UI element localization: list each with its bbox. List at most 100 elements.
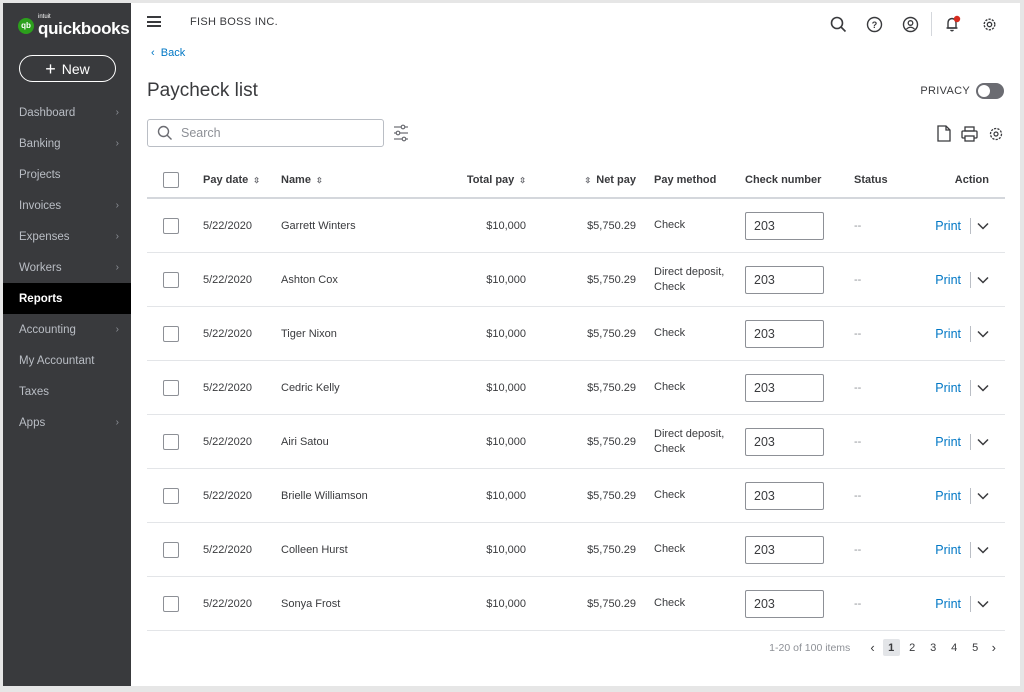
cell-total-pay: $10,000	[486, 381, 526, 394]
row-checkbox[interactable]	[163, 433, 179, 450]
cell-pay-method: Direct deposit, Check	[654, 265, 725, 293]
notifications-icon[interactable]	[944, 15, 962, 33]
sidebar-item-workers[interactable]: Workers ›	[3, 252, 131, 283]
print-link[interactable]: Print	[935, 434, 961, 449]
sidebar-item-projects[interactable]: Projects	[3, 159, 131, 190]
chevron-down-icon[interactable]	[977, 438, 989, 446]
check-number-input[interactable]	[745, 211, 824, 240]
search-icon[interactable]	[829, 15, 847, 33]
check-number-input[interactable]	[745, 427, 824, 456]
sidebar-item-banking[interactable]: Banking ›	[3, 128, 131, 159]
back-link[interactable]: ‹ Back	[151, 47, 185, 59]
table-settings-icon[interactable]	[988, 126, 1004, 142]
page-3-button[interactable]: 3	[930, 641, 937, 654]
sidebar-nav: Dashboard › Banking › Projects Invoices › Expen…	[3, 97, 131, 438]
page-5-button[interactable]: 5	[972, 641, 979, 654]
cell-pay-method: Check	[654, 489, 686, 502]
chevron-right-icon[interactable]: ›	[991, 640, 996, 655]
header-pay-date[interactable]: Pay date ⇳	[203, 174, 260, 186]
header-net-pay[interactable]: ⇳ Net pay	[584, 174, 636, 186]
cell-status: --	[854, 489, 862, 502]
page-2-button[interactable]: 2	[909, 641, 916, 654]
chevron-down-icon[interactable]	[977, 330, 989, 338]
cell-pay-date: 5/22/2020	[203, 381, 252, 394]
new-button[interactable]: + New	[19, 55, 116, 82]
print-link[interactable]: Print	[935, 380, 961, 395]
print-link[interactable]: Print	[935, 326, 961, 341]
menu-icon[interactable]	[147, 16, 161, 27]
print-link[interactable]: Print	[935, 218, 961, 233]
check-number-input[interactable]	[745, 319, 824, 348]
print-link[interactable]: Print	[935, 488, 961, 503]
action-divider	[970, 379, 971, 396]
pagination-range: 1-20 of 100 items	[769, 641, 851, 654]
sidebar-item-invoices[interactable]: Invoices ›	[3, 190, 131, 221]
search-input[interactable]	[181, 126, 371, 140]
sidebar-item-my-accountant[interactable]: My Accountant	[3, 345, 131, 376]
cell-total-pay: $10,000	[486, 597, 526, 610]
chevron-right-icon: ›	[115, 417, 119, 428]
table-header: Pay date ⇳ Name ⇳ Total pay ⇳ ⇳ Net pay Pay …	[147, 163, 1005, 199]
print-link[interactable]: Print	[935, 596, 961, 611]
check-number-input[interactable]	[745, 265, 824, 294]
sidebar-item-dashboard[interactable]: Dashboard ›	[3, 97, 131, 128]
cell-name: Brielle Williamson	[281, 489, 368, 502]
quickbooks-logo[interactable]: qb intuit quickbooks	[18, 14, 130, 37]
page-1-button[interactable]: 1	[882, 639, 900, 656]
plus-icon: +	[45, 58, 56, 79]
check-number-input[interactable]	[745, 535, 824, 564]
chevron-right-icon: ›	[115, 231, 119, 242]
table-row: 5/22/2020 Colleen Hurst $10,000 $5,750.29 Ch…	[147, 523, 1005, 577]
chevron-down-icon[interactable]	[977, 222, 989, 230]
chevron-down-icon[interactable]	[977, 276, 989, 284]
cell-pay-method: Check	[654, 327, 686, 340]
row-checkbox[interactable]	[163, 487, 179, 504]
header-pay-method: Pay method	[654, 173, 717, 186]
row-checkbox[interactable]	[163, 379, 179, 396]
chevron-right-icon: ›	[115, 262, 119, 273]
cell-name: Tiger Nixon	[281, 327, 337, 340]
check-number-input[interactable]	[745, 589, 824, 618]
print-link[interactable]: Print	[935, 272, 961, 287]
sidebar-item-accounting[interactable]: Accounting ›	[3, 314, 131, 345]
new-button-label: New	[61, 60, 90, 77]
sidebar-item-apps[interactable]: Apps ›	[3, 407, 131, 438]
chevron-left-icon[interactable]: ‹	[870, 640, 875, 655]
header-name[interactable]: Name ⇳	[281, 174, 323, 186]
chevron-down-icon[interactable]	[977, 546, 989, 554]
cell-name: Cedric Kelly	[281, 381, 340, 394]
cell-pay-date: 5/22/2020	[203, 543, 252, 556]
sidebar-item-taxes[interactable]: Taxes	[3, 376, 131, 407]
row-checkbox[interactable]	[163, 541, 179, 558]
cell-net-pay: $5,750.29	[587, 597, 636, 610]
table-row: 5/22/2020 Ashton Cox $10,000 $5,750.29 Direc…	[147, 253, 1005, 307]
settings-icon[interactable]	[980, 15, 998, 33]
check-number-input[interactable]	[745, 373, 824, 402]
select-all-checkbox[interactable]	[163, 172, 179, 188]
export-icon[interactable]	[937, 125, 951, 142]
privacy-toggle[interactable]	[976, 83, 1004, 99]
action-divider	[970, 325, 971, 342]
sidebar-item-expenses[interactable]: Expenses ›	[3, 221, 131, 252]
check-number-input[interactable]	[745, 481, 824, 510]
chevron-down-icon[interactable]	[977, 492, 989, 500]
row-checkbox[interactable]	[163, 271, 179, 288]
row-checkbox[interactable]	[163, 217, 179, 234]
chevron-down-icon[interactable]	[977, 600, 989, 608]
print-icon[interactable]	[961, 125, 978, 142]
chevron-right-icon: ›	[115, 200, 119, 211]
header-status: Status	[854, 174, 888, 186]
company-name: FISH BOSS INC.	[190, 16, 278, 28]
intuit-label: intuit	[38, 14, 51, 20]
header-total-pay[interactable]: Total pay ⇳	[466, 174, 526, 186]
help-icon[interactable]: ?	[865, 15, 883, 33]
chevron-down-icon[interactable]	[977, 384, 989, 392]
account-icon[interactable]	[901, 15, 919, 33]
row-checkbox[interactable]	[163, 325, 179, 342]
filter-icon[interactable]	[393, 124, 409, 147]
page-4-button[interactable]: 4	[951, 641, 958, 654]
sort-icon: ⇳	[253, 175, 260, 185]
print-link[interactable]: Print	[935, 542, 961, 557]
sidebar-item-reports[interactable]: Reports	[3, 283, 131, 314]
row-checkbox[interactable]	[163, 595, 179, 612]
